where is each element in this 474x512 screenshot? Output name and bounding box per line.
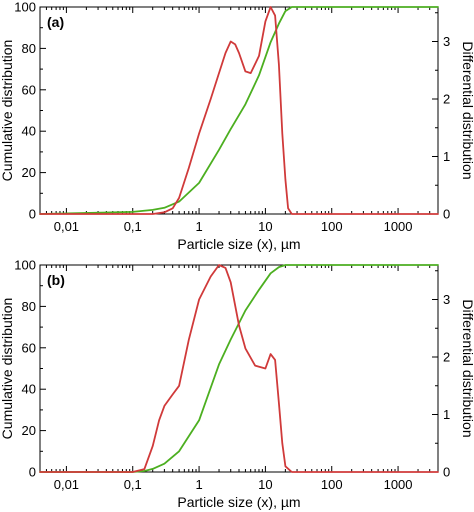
cumulative-distribution-line [39, 6, 439, 215]
x-tick-label: 1000 [384, 219, 413, 234]
y-right-tick-label: 3 [443, 34, 450, 49]
x-tick-label: 100 [321, 219, 343, 234]
y-left-tick-label: 80 [22, 41, 36, 56]
y-left-tick-label: 100 [14, 258, 36, 273]
x-tick-label: 0,01 [54, 477, 79, 492]
y-right-axis-label: Differential distribution [460, 299, 474, 437]
x-tick-label: 10 [258, 477, 272, 492]
y-right-tick-label: 0 [443, 465, 450, 480]
y-right-tick-label: 2 [443, 350, 450, 365]
y-right-tick-label: 0 [443, 207, 450, 222]
x-tick-label: 0,1 [124, 219, 142, 234]
x-tick-label: 100 [321, 477, 343, 492]
y-left-tick-label: 40 [22, 124, 36, 139]
x-tick-label: 1 [195, 477, 202, 492]
y-left-axis-label: Cumulative distribution [0, 298, 15, 440]
y-right-axis-label: Differential distribution [460, 41, 474, 179]
y-left-tick-label: 60 [22, 82, 36, 97]
y-right-tick-label: 1 [443, 407, 450, 422]
chart-panel-b: 0,01 0,1 1 10 100 10000204060801000123Particl… [0, 258, 474, 511]
y-left-axis-label: Cumulative distribution [0, 40, 15, 182]
y-left-tick-label: 20 [22, 165, 36, 180]
x-tick-label: 0,1 [124, 477, 142, 492]
x-tick-label: 10 [258, 219, 272, 234]
y-left-tick-label: 60 [22, 340, 36, 355]
x-tick-label: 1000 [384, 477, 413, 492]
differential-distribution-line [39, 6, 439, 215]
chart-panel-a: 0,01 0,1 1 10 100 10000204060801000123Particl… [0, 0, 474, 252]
y-left-tick-label: 20 [22, 423, 36, 438]
panel-label: (b) [47, 272, 65, 288]
y-left-tick-label: 80 [22, 299, 36, 314]
plot-frame [39, 264, 439, 473]
cumulative-distribution-line [39, 264, 439, 473]
panel-label: (a) [47, 14, 64, 30]
differential-distribution-line [39, 264, 439, 473]
y-right-tick-label: 2 [443, 92, 450, 107]
plot-frame [39, 6, 439, 215]
y-left-tick-label: 0 [29, 465, 36, 480]
y-left-tick-label: 0 [29, 207, 36, 222]
y-right-tick-label: 1 [443, 149, 450, 164]
x-tick-label: 1 [195, 219, 202, 234]
x-tick-label: 0,01 [54, 219, 79, 234]
y-left-tick-label: 100 [14, 0, 36, 15]
x-axis-label: Particle size (x), µm [177, 494, 300, 510]
y-right-tick-label: 3 [443, 292, 450, 307]
x-axis-label: Particle size (x), µm [177, 236, 300, 252]
y-left-tick-label: 40 [22, 382, 36, 397]
